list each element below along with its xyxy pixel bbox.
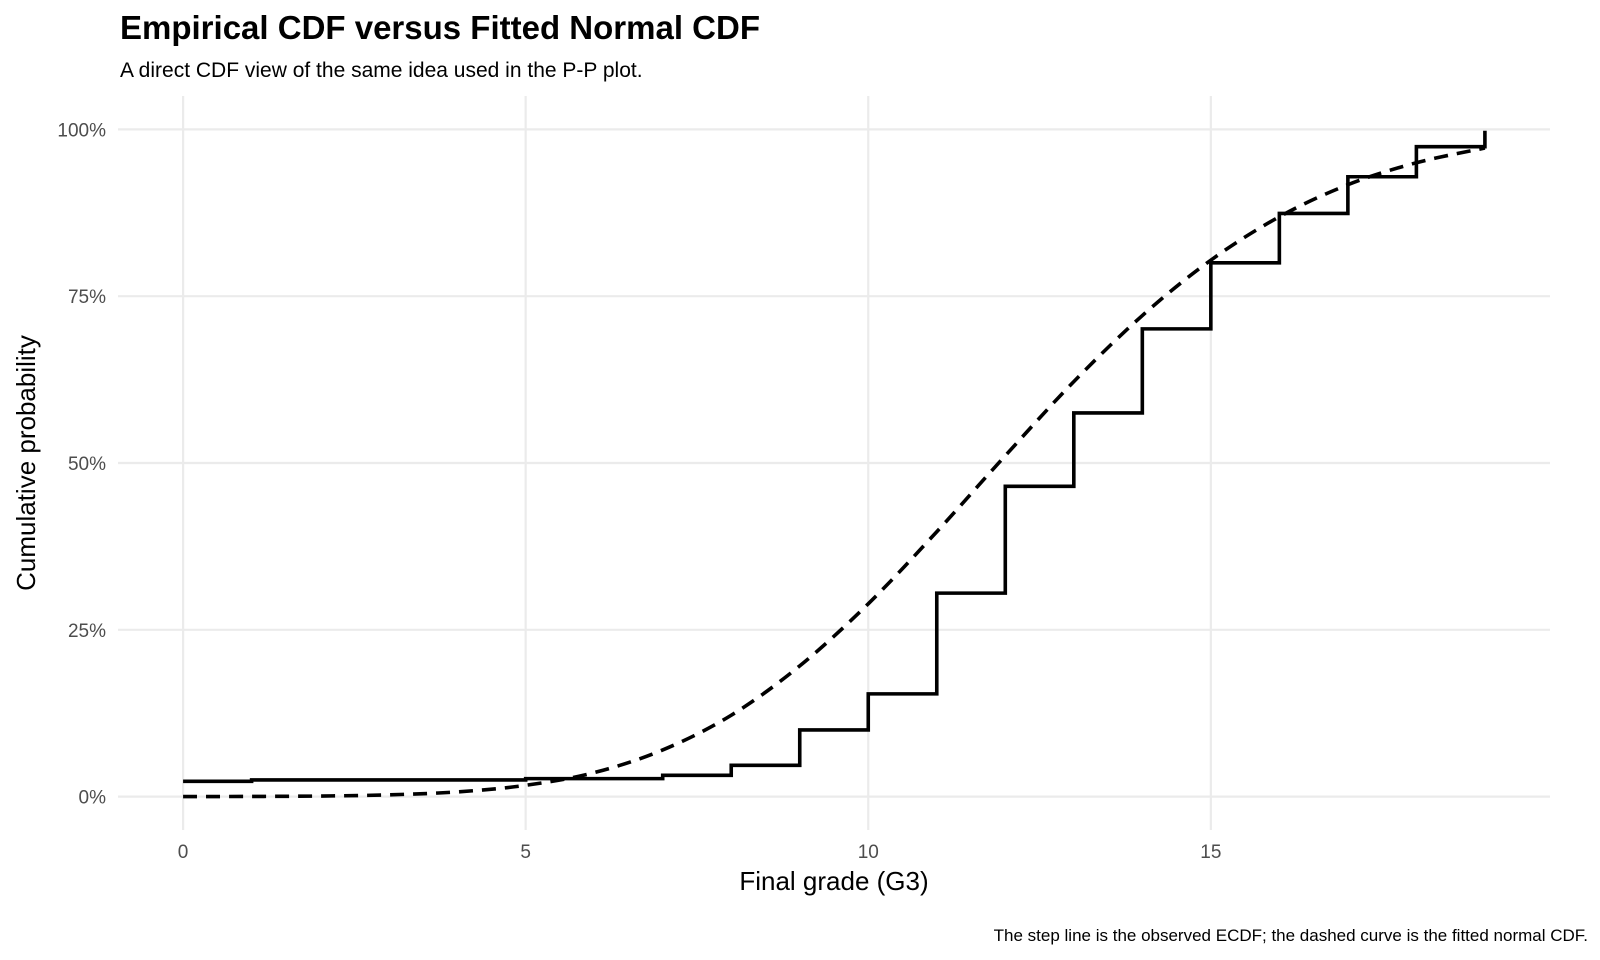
x-tick-label: 5 xyxy=(520,842,531,863)
chart-series xyxy=(183,130,1487,799)
y-axis-title: Cumulative probability xyxy=(11,335,41,591)
y-tick-label: 75% xyxy=(68,287,106,308)
normal-cdf-dashed-line xyxy=(183,146,1486,799)
chart-title: Empirical CDF versus Fitted Normal CDF xyxy=(120,9,760,46)
x-axis-title: Final grade (G3) xyxy=(739,866,928,896)
y-tick-label: 25% xyxy=(68,621,106,642)
y-tick-label: 100% xyxy=(57,120,106,141)
ecdf-step-line xyxy=(183,130,1487,784)
y-tick-label: 50% xyxy=(68,454,106,475)
tick-labels: 0% 25% 50% 75% 100% 0 5 10 15 xyxy=(57,120,1221,863)
x-tick-label: 10 xyxy=(858,842,879,863)
y-tick-label: 0% xyxy=(79,788,107,809)
chart-subtitle: A direct CDF view of the same idea used … xyxy=(120,59,643,82)
x-tick-label: 15 xyxy=(1200,842,1221,863)
x-tick-label: 0 xyxy=(178,842,189,863)
chart-caption: The step line is the observed ECDF; the … xyxy=(993,926,1588,945)
grid-lines xyxy=(118,96,1550,830)
